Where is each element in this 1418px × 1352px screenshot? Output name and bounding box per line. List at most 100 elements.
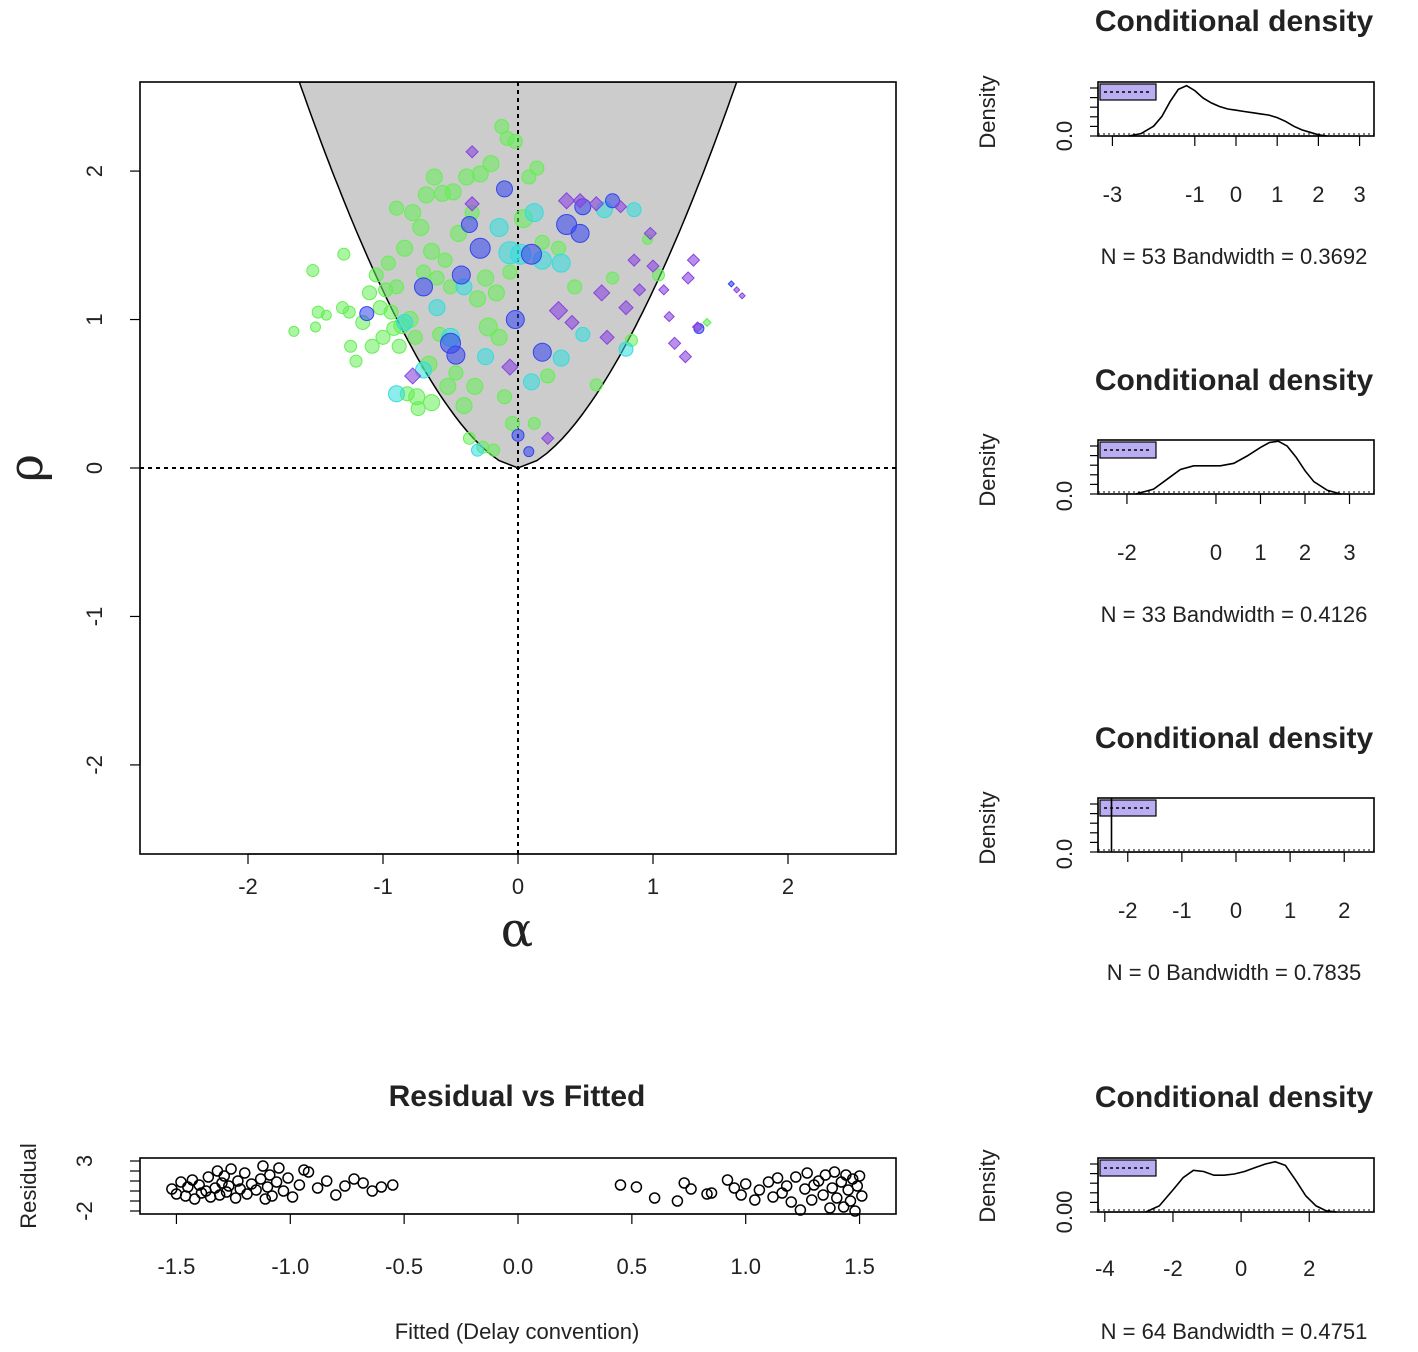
residual-point — [630, 1181, 643, 1193]
scatter-point — [342, 305, 356, 319]
scatter-point — [524, 203, 544, 223]
density-1-title: Conditional density — [1095, 5, 1374, 38]
y-tick-label: 1 — [82, 313, 107, 325]
residual-point — [805, 1194, 818, 1206]
scatter-point — [532, 342, 552, 362]
density-1-caption: N = 53 Bandwidth = 0.3692 — [1101, 244, 1368, 269]
scatter-point — [423, 394, 441, 412]
scatter-point — [464, 196, 480, 212]
y-tick-label: 0 — [82, 462, 107, 474]
x-tick-label: 0 — [1210, 540, 1222, 565]
residual-point — [311, 1182, 324, 1194]
residual-point — [282, 1172, 294, 1184]
residual-point — [856, 1190, 868, 1202]
scatter-point — [575, 326, 591, 342]
residual-point — [375, 1181, 388, 1193]
residual-point — [780, 1180, 793, 1192]
scatter-point — [727, 280, 736, 288]
residual-point — [721, 1174, 734, 1186]
density-2-y-axis-label: Density — [975, 433, 1000, 506]
x-tick-label: -1 — [1172, 898, 1192, 923]
residual-point — [387, 1179, 399, 1191]
density-3-y-tick-label: 0.0 — [1052, 839, 1077, 870]
residual-point — [801, 1167, 813, 1179]
main-y-axis: -2 -1 0 1 2 — [82, 165, 141, 775]
residual-point — [339, 1180, 351, 1192]
x-tick-label: 1 — [1284, 898, 1296, 923]
scatter-point — [540, 368, 556, 384]
residual-point — [232, 1175, 244, 1187]
scatter-point — [552, 349, 570, 367]
y-tick-label: -2 — [72, 1201, 97, 1221]
scatter-point — [404, 204, 422, 222]
residual-point — [739, 1178, 752, 1190]
x-tick-label: -2 — [238, 874, 258, 899]
scatter-point — [462, 431, 476, 445]
scatter-point — [572, 193, 588, 209]
density-2-caption: N = 33 Bandwidth = 0.4126 — [1101, 602, 1368, 627]
residual-y-axis: -2 3 — [72, 1155, 140, 1221]
residual-point — [837, 1201, 850, 1213]
density-3-y-axis-label: Density — [975, 791, 1000, 864]
residual-point — [705, 1187, 718, 1199]
scatter-point — [466, 377, 484, 395]
residual-point — [273, 1162, 285, 1174]
residual-point — [824, 1202, 836, 1214]
scatter-point — [383, 304, 399, 320]
scatter-point — [511, 428, 525, 442]
scatter-point — [414, 277, 433, 297]
residual-point — [728, 1182, 741, 1194]
scatter-point — [646, 259, 660, 273]
x-tick-label: 0 — [1230, 898, 1242, 923]
residual-point — [216, 1177, 228, 1189]
density-curve — [1128, 84, 1327, 137]
scatter-point — [529, 160, 545, 176]
scatter-point — [482, 155, 500, 173]
x-tick-label: 0 — [512, 874, 524, 899]
residual-point — [330, 1189, 342, 1201]
scatter-point — [678, 349, 693, 364]
scatter-point — [732, 286, 741, 294]
scatter-point — [349, 354, 363, 368]
x-tick-label: 3 — [1343, 540, 1355, 565]
scatter-point — [557, 192, 576, 210]
scatter-point — [658, 284, 670, 296]
density-4-y-tick-label: 0.00 — [1052, 1191, 1077, 1234]
residual-point — [286, 1191, 299, 1203]
residual-x-axis-label: Fitted (Delay convention) — [395, 1319, 640, 1344]
scatter-point — [540, 431, 555, 446]
scatter-point — [412, 218, 430, 236]
residual-point — [277, 1185, 290, 1197]
scatter-point — [606, 271, 619, 285]
scatter-point — [501, 358, 519, 376]
residual-point — [266, 1190, 278, 1202]
residual-point — [828, 1166, 841, 1178]
x-tick-label: -2 — [1118, 898, 1138, 923]
scatter-point — [702, 317, 712, 328]
scatter-point — [489, 217, 509, 237]
scatter-point — [310, 321, 321, 333]
x-tick-label: 2 — [1312, 182, 1324, 207]
scatter-point — [497, 389, 512, 405]
scatter-point — [490, 328, 508, 346]
scatter-point — [643, 226, 658, 241]
scatter-point — [534, 234, 550, 250]
residual-point — [223, 1180, 235, 1192]
scatter-point — [626, 202, 642, 218]
scatter-point — [465, 145, 479, 159]
residual-point — [753, 1184, 766, 1196]
residual-point — [671, 1195, 684, 1207]
x-tick-label: -1 — [1185, 182, 1205, 207]
residual-point — [193, 1179, 205, 1191]
x-tick-label: 2 — [782, 874, 794, 899]
scatter-point — [523, 446, 535, 458]
scatter-point — [425, 168, 443, 186]
scatter-point — [437, 252, 453, 268]
x-tick-label: -3 — [1103, 182, 1123, 207]
x-tick-label: -0.5 — [385, 1254, 423, 1279]
main-x-axis-label: α — [501, 902, 533, 958]
x-tick-label: 0 — [1230, 182, 1242, 207]
scatter-point — [618, 341, 634, 357]
scatter-point — [389, 279, 404, 295]
residual-x-axis: -1.5 -1.0 -0.5 0.0 0.5 1.0 1.5 — [157, 1213, 875, 1279]
